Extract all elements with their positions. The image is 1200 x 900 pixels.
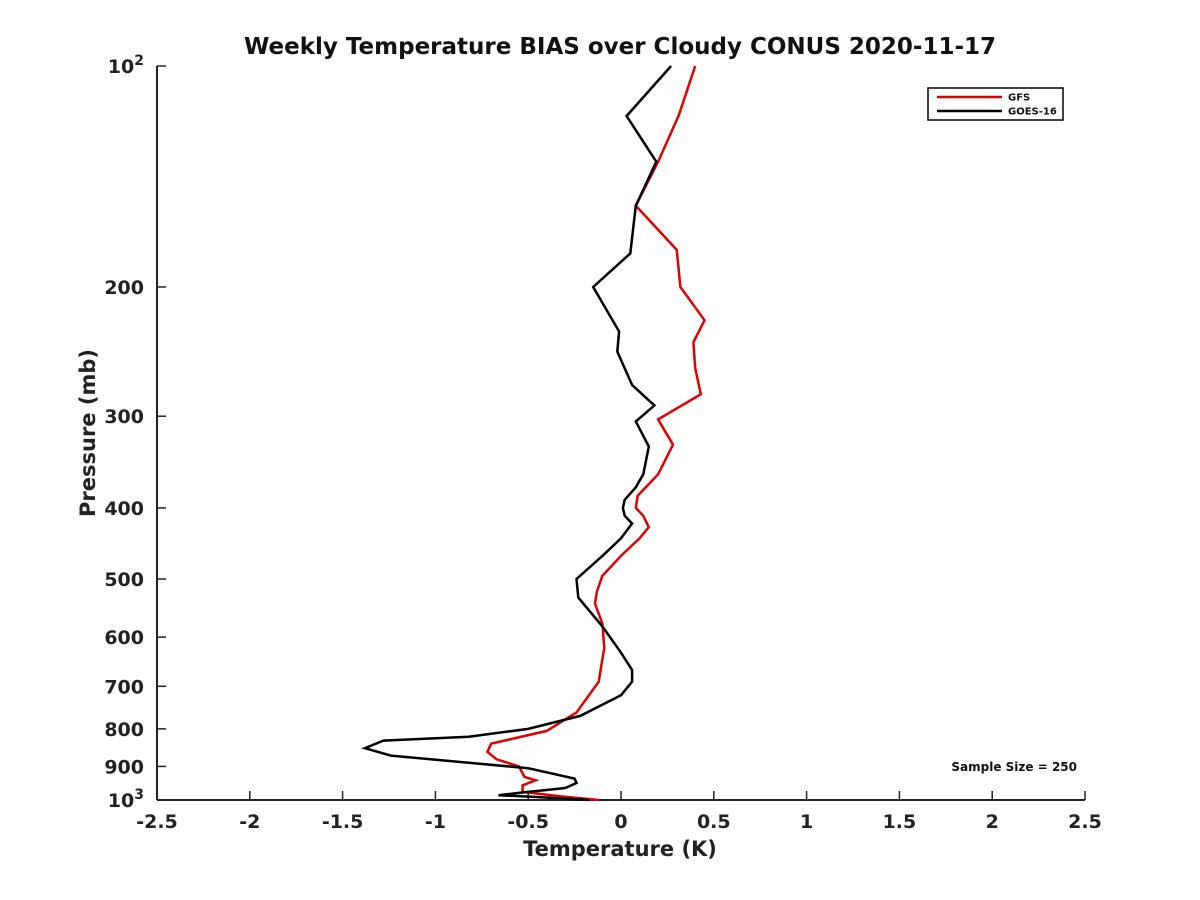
y-tick-label-power: 103 (108, 787, 144, 812)
x-tick-label: -1 (425, 811, 446, 833)
y-tick-label: 500 (104, 569, 144, 591)
sample-size-annotation: Sample Size = 250 (951, 760, 1077, 774)
legend-label: GOES-16 (1008, 107, 1057, 118)
axes-layer: -2.5 -2 -1.5 -1 -0.5 0 0.5 1 1.5 2 2.5 200 300 400 500… (104, 53, 1102, 833)
y-tick-label: 600 (104, 627, 144, 649)
x-tick-label: -1.5 (322, 811, 364, 833)
x-axis-label: Temperature (K) (523, 837, 717, 861)
x-tick-label: 1 (800, 811, 813, 833)
y-tick-label: 800 (104, 719, 144, 741)
legend-label: GFS (1008, 93, 1030, 104)
x-tick-label: 0 (614, 811, 627, 833)
x-tick-label: -0.5 (507, 811, 549, 833)
x-tick-label: 2 (986, 811, 999, 833)
y-tick-label: 900 (104, 756, 144, 778)
legend-box (927, 87, 1064, 121)
y-tick-label: 400 (104, 498, 144, 520)
y-tick-label: 200 (104, 277, 144, 299)
legend: GFS GOES-16 (927, 87, 1064, 121)
y-tick-label: 700 (104, 676, 144, 698)
x-tick-label: 0.5 (697, 811, 731, 833)
x-tick-label: 1.5 (883, 811, 917, 833)
x-tick-label: -2.5 (136, 811, 178, 833)
y-tick-label: 300 (104, 406, 144, 428)
y-axis-label: Pressure (mb) (76, 349, 100, 517)
x-tick-label: -2 (239, 811, 260, 833)
chart-title: Weekly Temperature BIAS over Cloudy CONU… (244, 34, 996, 60)
y-tick-label-power: 102 (108, 53, 144, 78)
series-layer (361, 65, 706, 802)
series-line-goes-16 (361, 65, 673, 802)
x-tick-label: 2.5 (1068, 811, 1102, 833)
